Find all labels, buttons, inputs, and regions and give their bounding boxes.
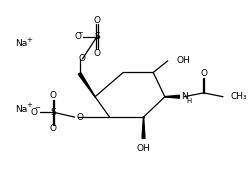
Text: O: O: [93, 49, 101, 58]
Text: O: O: [50, 91, 57, 100]
Text: CH₃: CH₃: [231, 92, 248, 101]
Polygon shape: [165, 95, 179, 98]
Text: −: −: [34, 105, 40, 111]
Text: −: −: [77, 30, 83, 36]
Text: H: H: [186, 98, 191, 104]
Polygon shape: [78, 73, 95, 97]
Text: O: O: [50, 124, 57, 133]
Text: O: O: [79, 54, 86, 63]
Text: S: S: [94, 32, 100, 41]
Text: O: O: [77, 113, 84, 122]
Text: S: S: [51, 108, 56, 117]
Text: Na: Na: [15, 105, 27, 114]
Text: O: O: [93, 16, 101, 25]
Text: O: O: [200, 69, 207, 78]
Polygon shape: [142, 117, 145, 139]
Text: O: O: [30, 108, 37, 117]
Text: N: N: [181, 92, 188, 101]
Text: +: +: [26, 36, 32, 43]
Text: +: +: [26, 102, 32, 108]
Text: OH: OH: [137, 144, 150, 153]
Text: O: O: [74, 32, 81, 41]
Text: OH: OH: [177, 56, 190, 65]
Text: Na: Na: [15, 39, 27, 48]
